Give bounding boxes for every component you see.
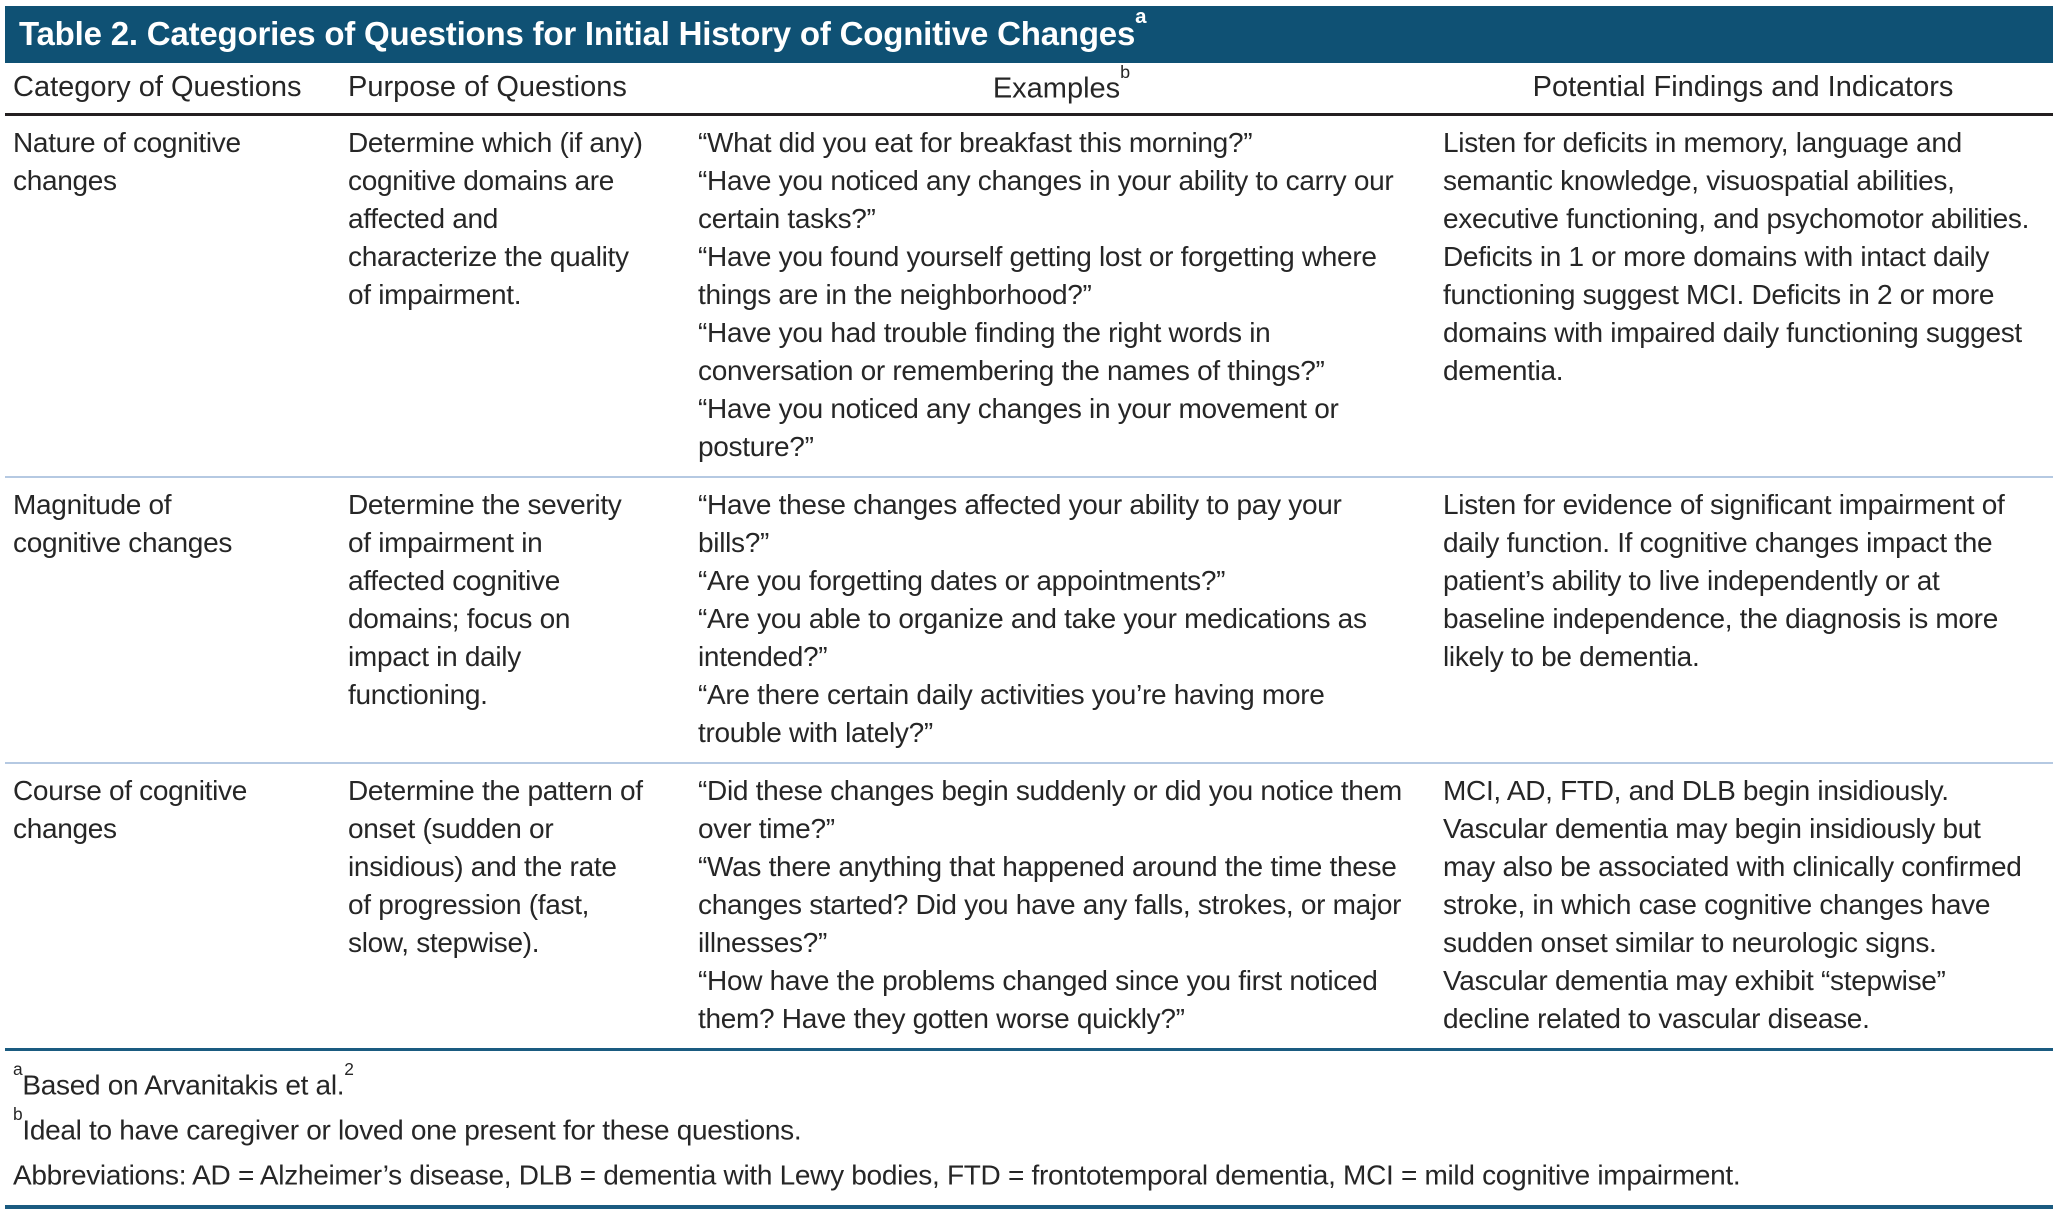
footnote-a-text: Based on Arvanitakis et al. xyxy=(22,1068,345,1100)
cell-category: Nature of cognitive changes xyxy=(13,126,241,196)
column-header-category: Category of Questions xyxy=(13,71,302,103)
examples-footnote-marker: b xyxy=(1120,62,1131,83)
footnote-b-marker: b xyxy=(13,1104,23,1125)
cell-findings: MCI, AD, FTD, and DLB begin insidiously.… xyxy=(1443,774,2022,1034)
column-header-examples-label: Examples xyxy=(992,72,1121,105)
column-header-findings: Potential Findings and Indicators xyxy=(1532,71,1954,103)
footnote-abbreviations: Abbreviations: AD = Alzheimer’s disease,… xyxy=(13,1149,2045,1194)
cell-examples: “Have these changes affected your abilit… xyxy=(698,488,1367,748)
cell-findings: Listen for deficits in memory, language … xyxy=(1443,126,2030,386)
cell-purpose: Determine which (if any) cognitive domai… xyxy=(348,126,643,310)
table-2-cognitive-changes: Table 2. Categories of Questions for Ini… xyxy=(5,4,2053,1209)
column-header-row: Category of Questions Purpose of Questio… xyxy=(5,62,2053,116)
table-row-magnitude: Magnitude of cognitive changes Determine… xyxy=(5,475,2053,762)
table-footnotes: aBased on Arvanitakis et al.2 bIdeal to … xyxy=(5,1047,2053,1209)
footnote-a-marker: a xyxy=(13,1058,23,1079)
footnote-a: aBased on Arvanitakis et al.2 xyxy=(13,1059,2045,1104)
cell-examples: “What did you eat for breakfast this mor… xyxy=(698,126,1394,462)
cell-purpose: Determine the pattern of onset (sudden o… xyxy=(348,774,643,958)
cell-purpose: Determine the severity of impairment in … xyxy=(348,488,622,710)
cell-examples: “Did these changes begin suddenly or did… xyxy=(698,774,1402,1034)
footnote-b-text: Ideal to have caregiver or loved one pre… xyxy=(22,1114,802,1146)
table-title-bar: Table 2. Categories of Questions for Ini… xyxy=(5,4,2053,63)
cell-category: Course of cognitive changes xyxy=(13,774,247,844)
footnote-abbreviations-text: Abbreviations: AD = Alzheimer’s disease,… xyxy=(13,1159,1741,1191)
table-row-nature: Nature of cognitive changes Determine wh… xyxy=(5,116,2053,476)
column-header-purpose: Purpose of Questions xyxy=(348,71,627,103)
table-title-footnote-marker: a xyxy=(1135,4,1147,28)
table-title: Table 2. Categories of Questions for Ini… xyxy=(19,15,1136,52)
cell-category: Magnitude of cognitive changes xyxy=(13,488,233,558)
table-row-course: Course of cognitive changes Determine th… xyxy=(5,761,2053,1048)
footnote-a-reference: 2 xyxy=(344,1058,354,1079)
footnote-b: bIdeal to have caregiver or loved one pr… xyxy=(13,1104,2045,1149)
column-header-examples: Examplesb xyxy=(690,62,1435,106)
cell-findings: Listen for evidence of significant impai… xyxy=(1443,488,2005,672)
